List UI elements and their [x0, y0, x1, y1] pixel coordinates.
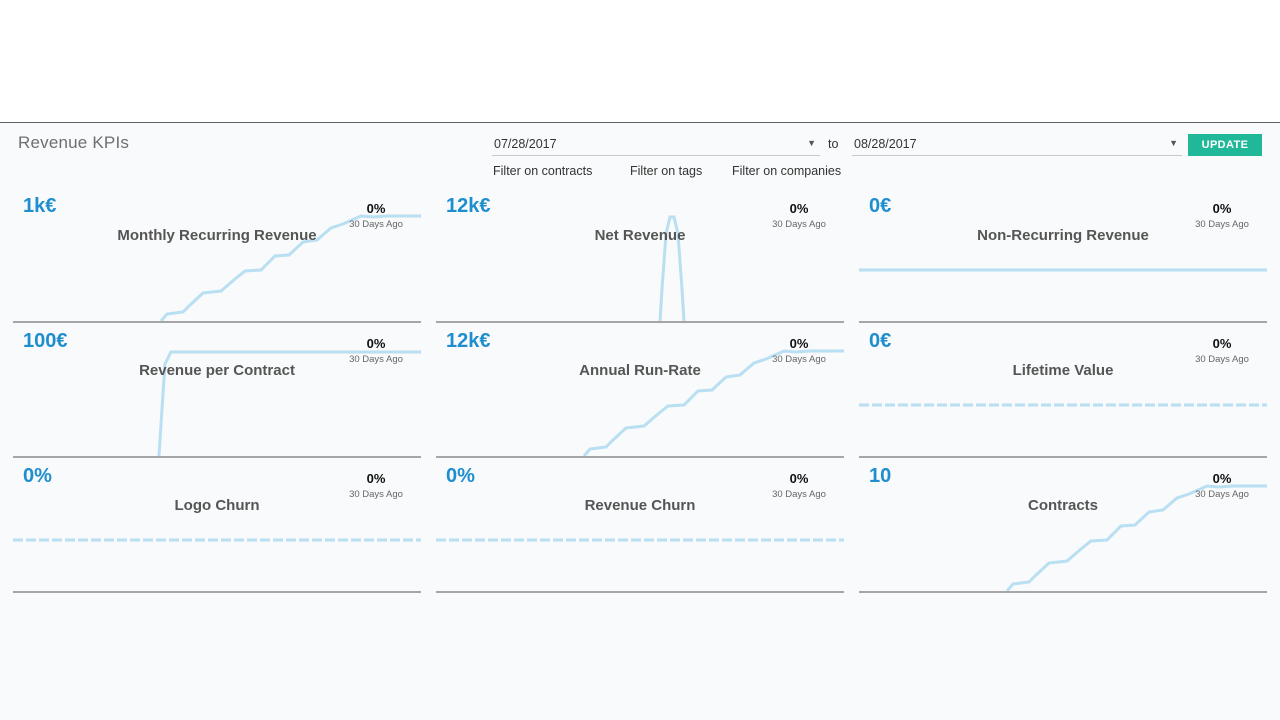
date-to-value: 08/28/2017 [854, 137, 917, 151]
kpi-period: 30 Days Ago [772, 354, 826, 365]
sparkline-chart [582, 349, 844, 457]
filter-tags-link[interactable]: Filter on tags [630, 164, 703, 178]
sparkline-chart [859, 268, 1267, 272]
kpi-label: Revenue Churn [584, 497, 696, 514]
page-title: Revenue KPIs [18, 133, 130, 152]
kpi-label: Lifetime Value [1012, 362, 1114, 379]
kpi-label: Annual Run-Rate [579, 362, 701, 379]
kpi-card-revenue-churn[interactable]: 0% Revenue Churn 0% 30 Days Ago [436, 459, 844, 593]
kpi-card-lifetime-value[interactable]: 0€ Lifetime Value 0% 30 Days Ago [859, 324, 1267, 458]
date-from-select[interactable]: 07/28/2017 ▼ [492, 135, 820, 156]
kpi-period: 30 Days Ago [1195, 219, 1249, 230]
dashboard-background [0, 123, 1280, 720]
sparkline-chart [658, 215, 686, 322]
sparkline-line [658, 215, 686, 322]
kpi-value: 0% [23, 465, 52, 487]
kpi-period: 30 Days Ago [349, 219, 403, 230]
chevron-down-icon: ▼ [807, 138, 816, 148]
sparkline-chart [13, 538, 421, 542]
kpi-period: 30 Days Ago [1195, 489, 1249, 500]
sparkline-chart [157, 350, 421, 457]
kpi-card-contracts[interactable]: 10 Contracts 0% 30 Days Ago [859, 459, 1267, 593]
kpi-period: 30 Days Ago [1195, 354, 1249, 365]
kpi-change: 0% [1212, 336, 1232, 351]
kpi-label: Contracts [1027, 497, 1098, 514]
kpi-label: Revenue per Contract [139, 362, 295, 379]
kpi-label: Non-Recurring Revenue [977, 227, 1149, 244]
card-baseline [859, 591, 1267, 593]
kpi-label: Monthly Recurring Revenue [117, 227, 317, 244]
kpi-value: 0€ [869, 195, 892, 217]
date-from-value: 07/28/2017 [494, 137, 557, 151]
filter-companies-link[interactable]: Filter on companies [732, 164, 842, 178]
kpi-value: 12k€ [446, 330, 491, 352]
sparkline-line [159, 214, 421, 322]
kpi-period: 30 Days Ago [772, 489, 826, 500]
kpi-period: 30 Days Ago [349, 489, 403, 500]
kpi-change: 0% [1212, 201, 1232, 216]
kpi-value: 100€ [23, 330, 68, 352]
kpi-change: 0% [789, 336, 809, 351]
sparkline-line [1005, 484, 1267, 592]
card-baseline [436, 456, 844, 458]
kpi-card-logo-churn[interactable]: 0% Logo Churn 0% 30 Days Ago [13, 459, 421, 593]
chevron-down-icon: ▼ [1169, 138, 1178, 148]
card-baseline [13, 321, 421, 323]
kpi-card-annual-run-rate[interactable]: 12k€ Annual Run-Rate 0% 30 Days Ago [436, 324, 844, 458]
kpi-value: 10 [869, 465, 892, 487]
sparkline-chart [436, 538, 844, 542]
card-baseline [436, 321, 844, 323]
card-baseline [859, 321, 1267, 323]
sparkline-chart [159, 214, 421, 322]
card-baseline [436, 591, 844, 593]
kpi-value: 0% [446, 465, 475, 487]
kpi-value: 12k€ [446, 195, 491, 217]
kpi-card-monthly-recurring-revenue[interactable]: 1k€ Monthly Recurring Revenue 0% 30 Days… [13, 189, 421, 323]
date-range-to-label: to [828, 137, 839, 151]
kpi-change: 0% [789, 201, 809, 216]
filter-contracts-link[interactable]: Filter on contracts [493, 164, 593, 178]
date-to-select[interactable]: 08/28/2017 ▼ [852, 135, 1182, 156]
kpi-change: 0% [366, 471, 386, 486]
kpi-period: 30 Days Ago [772, 219, 826, 230]
kpi-change: 0% [789, 471, 809, 486]
kpi-card-net-revenue[interactable]: 12k€ Net Revenue 0% 30 Days Ago [436, 189, 844, 323]
sparkline-line [582, 349, 844, 457]
kpi-value: 0€ [869, 330, 892, 352]
update-button[interactable]: UPDATE [1188, 134, 1262, 156]
card-baseline [13, 456, 421, 458]
kpi-period: 30 Days Ago [349, 354, 403, 365]
kpi-change: 0% [1212, 471, 1232, 486]
kpi-label: Net Revenue [594, 227, 686, 244]
kpi-change: 0% [366, 201, 386, 216]
sparkline-line [157, 350, 421, 457]
kpi-label: Logo Churn [174, 497, 260, 514]
card-baseline [859, 456, 1267, 458]
kpi-card-non-recurring-revenue[interactable]: 0€ Non-Recurring Revenue 0% 30 Days Ago [859, 189, 1267, 323]
sparkline-chart [859, 403, 1267, 407]
top-divider [0, 122, 1280, 123]
kpi-value: 1k€ [23, 195, 57, 217]
kpi-change: 0% [366, 336, 386, 351]
sparkline-chart [1005, 484, 1267, 592]
card-baseline [13, 591, 421, 593]
kpi-card-revenue-per-contract[interactable]: 100€ Revenue per Contract 0% 30 Days Ago [13, 324, 421, 458]
